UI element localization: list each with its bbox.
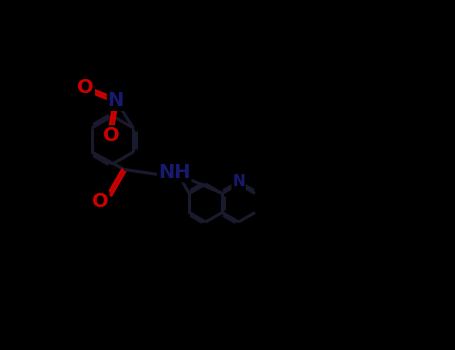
Text: NH: NH: [158, 162, 191, 182]
Text: O: O: [103, 126, 120, 145]
Text: O: O: [77, 78, 94, 97]
Text: O: O: [92, 192, 109, 211]
Text: N: N: [108, 91, 124, 110]
Text: N: N: [232, 175, 245, 189]
